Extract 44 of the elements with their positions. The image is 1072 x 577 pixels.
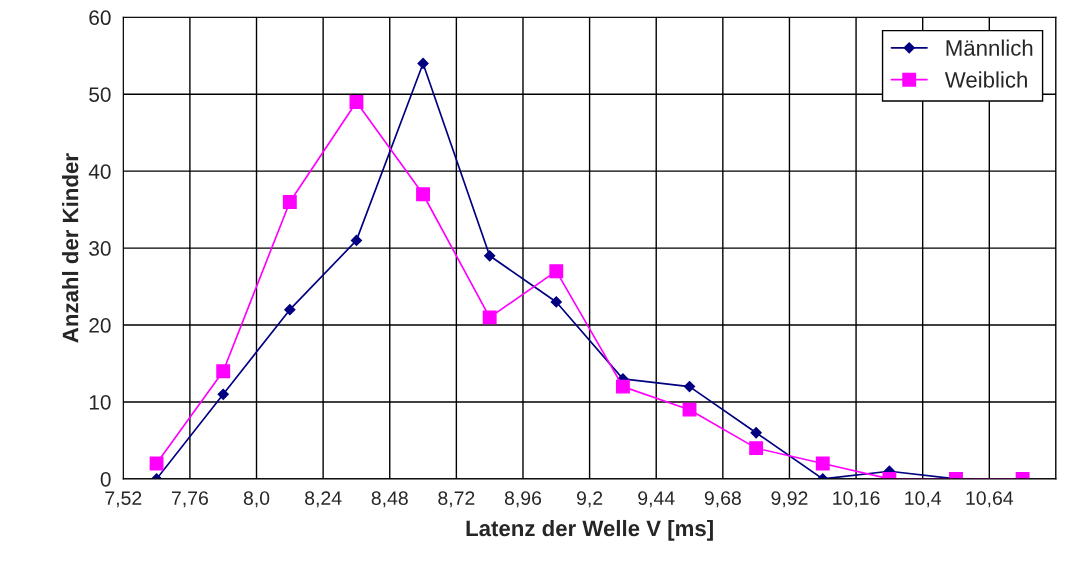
point (549, 264, 564, 279)
point (749, 441, 764, 456)
legend-label: Weiblich (944, 71, 1027, 88)
x-tick-label: 9,44 (638, 491, 675, 508)
point (750, 427, 762, 439)
legend-label: Männlich (946, 39, 1033, 56)
point (615, 379, 630, 394)
x-axis-title: Latenz der Welle V [ms] (466, 519, 713, 541)
y-tick-label: 50 (89, 87, 111, 102)
point (482, 310, 497, 325)
point (216, 364, 231, 379)
y-axis-title: Anzahl der Kinder (62, 153, 79, 343)
point (416, 187, 431, 202)
y-tick-label: 30 (89, 241, 111, 256)
x-tick-label: 9,68 (704, 491, 741, 508)
y-tick-label: 40 (88, 164, 111, 179)
point (349, 94, 364, 109)
x-tick-label: 10,16 (833, 491, 880, 508)
x-tick-label: 10,4 (905, 491, 942, 508)
point (550, 296, 562, 308)
point (484, 250, 496, 262)
x-tick-label: 8,72 (438, 491, 475, 508)
point (350, 234, 363, 247)
x-tick-label: 9,2 (577, 491, 603, 508)
point (149, 456, 164, 471)
point (682, 402, 697, 417)
point (417, 57, 429, 70)
x-tick-label: 7,52 (105, 491, 142, 508)
y-tick-label: 60 (89, 10, 111, 26)
point (284, 304, 296, 316)
point (282, 195, 297, 209)
y-tick-label: 10 (89, 394, 111, 410)
x-tick-label: 8,48 (371, 491, 408, 508)
point (815, 456, 830, 471)
x-tick-label: 7,76 (171, 491, 208, 508)
y-tick-label: 0 (100, 471, 111, 487)
x-tick-label: 10,64 (966, 491, 1014, 508)
x-tick-label: 8,24 (305, 491, 342, 508)
x-tick-label: 8,96 (504, 491, 542, 508)
point (217, 388, 229, 400)
x-tick-label: 9,92 (771, 491, 808, 508)
y-tick-label: 20 (89, 318, 111, 333)
point (683, 380, 696, 393)
x-tick-label: 8,0 (243, 491, 270, 508)
